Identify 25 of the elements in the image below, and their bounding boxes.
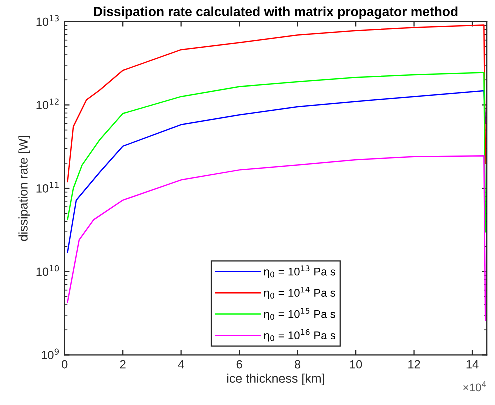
x-tick-label: 12: [408, 360, 420, 369]
line-series: [67, 90, 486, 254]
y-axis-title: dissipation rate [W]: [18, 136, 30, 242]
x-tick-label: 10: [350, 360, 362, 369]
y-tick-label: 10$^{11}$: [36, 182, 59, 193]
y-tick-label: 10$^{13}$: [36, 15, 59, 26]
legend-label: η$_{0}$ = 10$^{14}$ Pa s: [264, 286, 336, 300]
y-tick-label: 10$^{12}$: [36, 98, 59, 110]
y-tick-label: 10$^{9}$: [42, 348, 60, 360]
legend-label: η$_{0}$ = 10$^{15}$ Pa s: [264, 308, 336, 320]
y-tick-label: 10$^{10}$: [36, 265, 60, 276]
x-tick-label: 4: [178, 360, 184, 369]
legend-label: η$_{0}$ = 10$^{13}$ Pa s: [264, 266, 336, 278]
x-tick-label: 2: [120, 360, 126, 369]
x-tick-label: 14: [466, 360, 479, 369]
x-tick-label: 8: [295, 360, 301, 369]
legend-label: η$_{0}$ = 10$^{16}$ Pa s: [264, 329, 336, 342]
text: ×10$^{4}$: [464, 382, 486, 392]
line-series: [67, 72, 486, 233]
chart-title: Dissipation rate calculated with matrix propagator method: [94, 6, 458, 20]
x-tick-label: 6: [236, 360, 242, 369]
x-axis-title: ice thickness [km]: [227, 374, 324, 386]
line-series: [67, 155, 486, 322]
x-tick-label: 0: [62, 360, 68, 369]
line-series: [67, 24, 486, 183]
